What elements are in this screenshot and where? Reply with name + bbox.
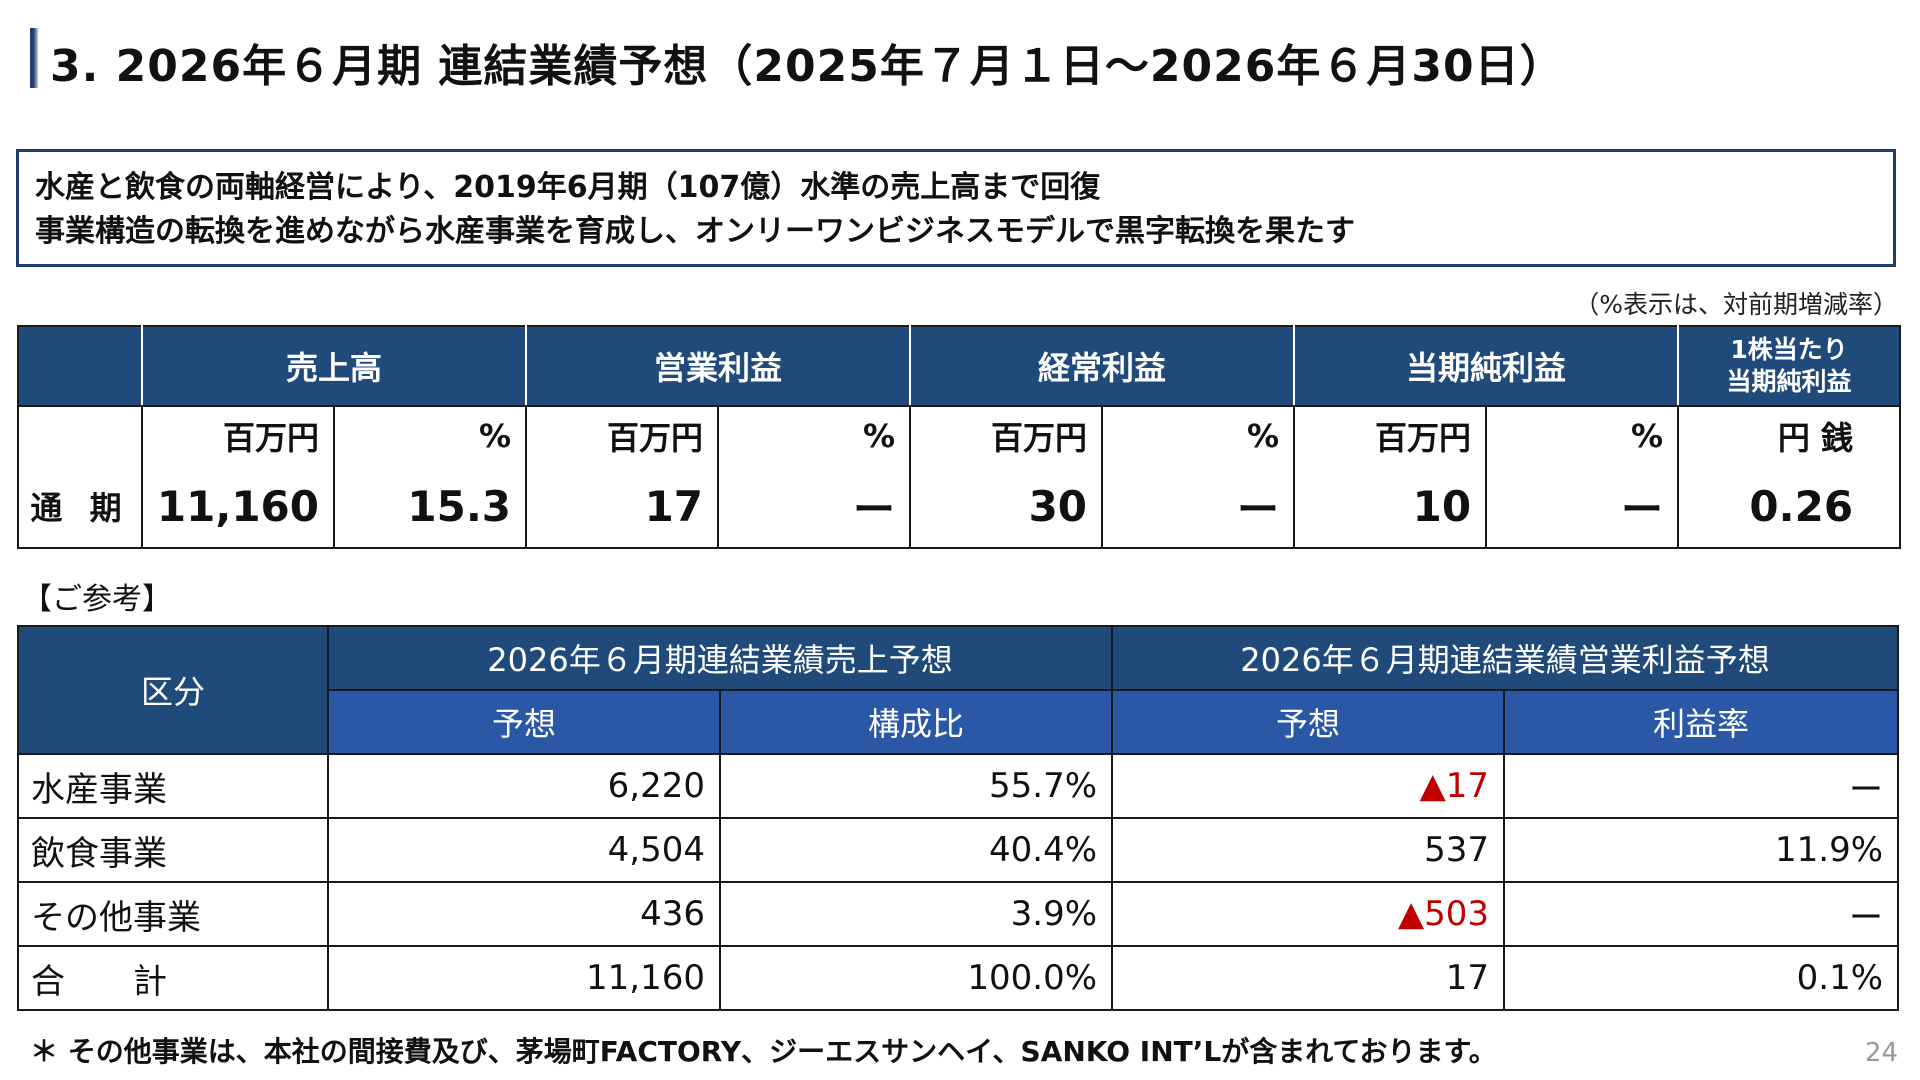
subheader-composition: 構成比 [718, 689, 1114, 755]
subheader-margin: 利益率 [1503, 689, 1900, 755]
percent-note: （%表示は、対前期増減率） [1574, 290, 1898, 319]
page-number: 24 [1864, 1038, 1898, 1068]
subheader-forecast-op: 予想 [1111, 689, 1506, 755]
unit-net-pct: % [1485, 405, 1680, 465]
segment-op: 17 [1111, 945, 1506, 1011]
value-sales: 11,160 [141, 465, 335, 549]
header-operating-profit: 営業利益 [525, 325, 912, 407]
value-ordinary-pct: ー [1101, 465, 1296, 549]
table-row: 合 計 11,160 100.0% 17 0.1% [17, 945, 1900, 1011]
forecast-units-row: 百万円 % 百万円 % 百万円 % 百万円 % 円 銭 [17, 405, 1902, 465]
subheader-forecast-sales: 予想 [327, 689, 721, 755]
header-segment: 区分 [17, 625, 329, 755]
segment-name: その他事業 [17, 881, 329, 947]
segment-op: ▲503 [1111, 881, 1506, 947]
segment-margin: ー [1503, 753, 1900, 819]
unit-eps: 円 銭 [1677, 405, 1902, 465]
header-eps: 1株当たり 当期純利益 [1677, 325, 1902, 407]
segment-name: 合 計 [17, 945, 329, 1011]
footnote: ＊ その他事業は、本社の間接費及び、茅場町FACTORY、ジーエスサンヘイ、SA… [30, 1035, 1497, 1068]
segment-sales: 4,504 [327, 817, 721, 883]
forecast-header-row: 売上高 営業利益 経常利益 当期純利益 1株当たり 当期純利益 [17, 325, 1902, 407]
segment-margin: ー [1503, 881, 1900, 947]
table-row: 飲食事業 4,504 40.4% 537 11.9% [17, 817, 1900, 883]
segment-op: 537 [1111, 817, 1506, 883]
unit-sales-pct: % [332, 405, 528, 465]
segment-header-row-2: 予想 構成比 予想 利益率 [18, 689, 1900, 755]
value-operating-profit: 17 [525, 465, 720, 549]
segment-sales: 11,160 [327, 945, 721, 1011]
segment-sales: 436 [327, 881, 721, 947]
segment-margin: 0.1% [1503, 945, 1900, 1011]
summary-box: 水産と飲食の両軸経営により、2019年6月期（107億）水準の売上高まで回復 事… [16, 149, 1896, 267]
segment-name: 水産事業 [17, 753, 329, 819]
value-net-pct: ー [1485, 465, 1680, 549]
unit-net-amount: 百万円 [1293, 405, 1488, 465]
header-sales: 売上高 [140, 325, 528, 407]
value-sales-pct: 15.3 [332, 465, 528, 549]
unit-sales-amount: 百万円 [141, 405, 335, 465]
segment-ratio: 3.9% [718, 881, 1114, 947]
units-blank [17, 405, 143, 465]
header-ordinary-profit: 経常利益 [909, 325, 1296, 407]
forecast-table: 売上高 営業利益 経常利益 当期純利益 1株当たり 当期純利益 百万円 % 百万… [17, 325, 1902, 549]
row-label-full-year: 通 期 [17, 465, 143, 549]
summary-line-1: 水産と飲食の両軸経営により、2019年6月期（107億）水準の売上高まで回復 [35, 170, 1101, 205]
header-net-profit: 当期純利益 [1293, 325, 1680, 407]
segment-margin: 11.9% [1503, 817, 1900, 883]
unit-ord-pct: % [1101, 405, 1296, 465]
segment-sales: 6,220 [327, 753, 721, 819]
segment-ratio: 100.0% [718, 945, 1114, 1011]
header-eps-line1: 1株当たり [1730, 335, 1848, 364]
header-op-forecast: 2026年６月期連結業績営業利益予想 [1111, 625, 1900, 691]
segment-op: ▲17 [1111, 753, 1506, 819]
segment-table: 区分 2026年６月期連結業績売上予想 2026年６月期連結業績営業利益予想 予… [17, 625, 1900, 1011]
header-eps-line2: 当期純利益 [1726, 367, 1852, 396]
forecast-values-row: 通 期 11,160 15.3 17 ー 30 ー 10 ー 0.26 [17, 465, 1902, 549]
value-ordinary-profit: 30 [909, 465, 1104, 549]
segment-ratio: 55.7% [718, 753, 1114, 819]
value-operating-pct: ー [717, 465, 912, 549]
unit-op-amount: 百万円 [525, 405, 720, 465]
title-accent-bar [30, 28, 38, 88]
header-sales-forecast: 2026年６月期連結業績売上予想 [326, 625, 1114, 691]
table-row: 水産事業 6,220 55.7% ▲17 ー [17, 753, 1900, 819]
segment-header-row-1: 区分 2026年６月期連結業績売上予想 2026年６月期連結業績営業利益予想 [17, 625, 1900, 755]
page-title: 3. 2026年６月期 連結業績予想（2025年７月１日～2026年６月30日） [50, 41, 1565, 92]
segment-name: 飲食事業 [17, 817, 329, 883]
value-eps: 0.26 [1677, 465, 1902, 549]
forecast-header-blank [17, 325, 143, 407]
unit-op-pct: % [717, 405, 912, 465]
value-net-profit: 10 [1293, 465, 1488, 549]
unit-ord-amount: 百万円 [909, 405, 1104, 465]
summary-line-2: 事業構造の転換を進めながら水産事業を育成し、オンリーワンビジネスモデルで黒字転換… [35, 214, 1355, 249]
reference-label: 【ご参考】 [22, 582, 172, 617]
segment-ratio: 40.4% [718, 817, 1114, 883]
table-row: その他事業 436 3.9% ▲503 ー [17, 881, 1900, 947]
